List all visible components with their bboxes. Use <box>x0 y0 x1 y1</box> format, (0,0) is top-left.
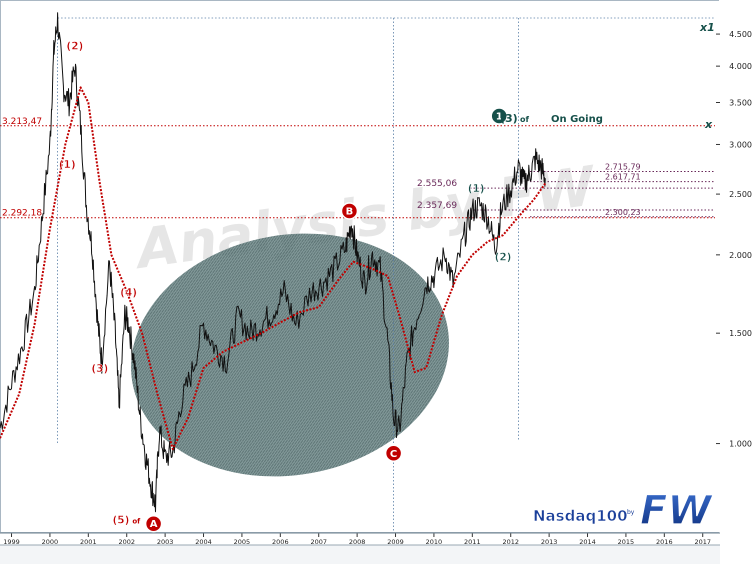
x-tick-label-6: 2005 <box>234 538 251 546</box>
y-tick-label-0: 1.000 <box>729 440 752 449</box>
brand-name: Nasdaq100 <box>533 507 628 525</box>
y-tick-label-1: 1.500 <box>729 329 752 338</box>
x-tick-label-10: 2009 <box>387 538 404 546</box>
wave-label-6: (2) <box>495 251 512 263</box>
circled-label-text-2: C <box>390 449 397 460</box>
x-tick-label-9: 2008 <box>349 538 366 546</box>
x-tick-label-16: 2015 <box>618 538 635 546</box>
wave-bc-ellipse <box>131 233 449 477</box>
x-tick-label-11: 2010 <box>426 538 443 546</box>
right-axis-band <box>719 0 755 564</box>
level-label-2: 2.715,79 <box>605 163 641 172</box>
y-tick-label-7: 4.500 <box>729 30 752 39</box>
y-tick-label-5: 3.500 <box>729 98 752 107</box>
circled-label-1: B <box>340 202 359 220</box>
wave-label-4: (5) <box>113 515 130 527</box>
wave3-of-label: of <box>520 115 529 124</box>
x-tick-label-4: 2003 <box>157 538 174 546</box>
y-tick-label-3: 2.500 <box>729 190 752 199</box>
x-tick-label-3: 2002 <box>118 538 135 546</box>
x-tick-label-1: 2000 <box>42 538 59 546</box>
x-tick-label-8: 2007 <box>310 538 327 546</box>
x-tick-label-7: 2006 <box>272 538 289 546</box>
circled-label-disc-2 <box>384 444 403 463</box>
circled-label-0: A <box>144 514 163 533</box>
ongoing-label: On Going <box>551 114 603 125</box>
price-series <box>0 12 546 513</box>
brand-by: by <box>627 509 635 516</box>
circled-label-text-1: B <box>346 206 354 217</box>
moving-average-series <box>0 86 547 451</box>
x-tick-label-15: 2014 <box>579 538 596 546</box>
brand-logo: Nasdaq100 by FW <box>533 487 714 534</box>
x-tick-label-5: 2004 <box>195 538 212 546</box>
y-tick-label-4: 3.000 <box>729 140 752 149</box>
circled-label-3: 1 <box>490 107 508 125</box>
x-tick-label-17: 2016 <box>656 538 673 546</box>
decade-band <box>0 545 720 564</box>
x-tick-label-14: 2013 <box>541 538 558 546</box>
wave3-label: (3) <box>500 112 518 125</box>
y-tick-label-2: 2.000 <box>729 251 752 260</box>
x-tick-label-13: 2012 <box>502 538 519 546</box>
circled-label-disc-3 <box>490 107 508 125</box>
wave-label-5: (1) <box>468 183 485 195</box>
x-marker: x <box>704 118 713 131</box>
wave-label-1: (1) <box>59 159 76 171</box>
circled-label-text-3: 1 <box>496 112 503 123</box>
circled-label-text-0: A <box>150 519 158 530</box>
level-label-4: 2.555,06 <box>417 179 457 189</box>
brand-mark: FW <box>640 488 713 534</box>
level-label-5: 2.357,69 <box>417 201 457 211</box>
wave-label-0: (2) <box>66 41 83 53</box>
x-tick-label-18: 2017 <box>694 538 711 546</box>
x-tick-label-0: 1999 <box>3 538 20 546</box>
circled-label-disc-0 <box>144 514 163 533</box>
level-label-1: 2.292,18 <box>2 209 42 219</box>
level-label-3: 2.617,71 <box>605 173 641 182</box>
wave-label-2: (4) <box>120 287 137 299</box>
x-tick-label-2: 2001 <box>80 538 97 546</box>
level-label-6: 2.300,23 <box>605 208 641 217</box>
circled-label-2: C <box>384 444 403 463</box>
x-tick-label-12: 2011 <box>464 538 481 546</box>
level-label-0: 3.213,47 <box>2 117 42 127</box>
x1-marker: x1 <box>699 21 715 34</box>
y-tick-label-6: 4.000 <box>729 62 752 71</box>
circled-label-disc-1 <box>340 202 359 220</box>
wave-label-3: (3) <box>91 363 108 375</box>
wave5-of-label: of <box>132 518 141 526</box>
